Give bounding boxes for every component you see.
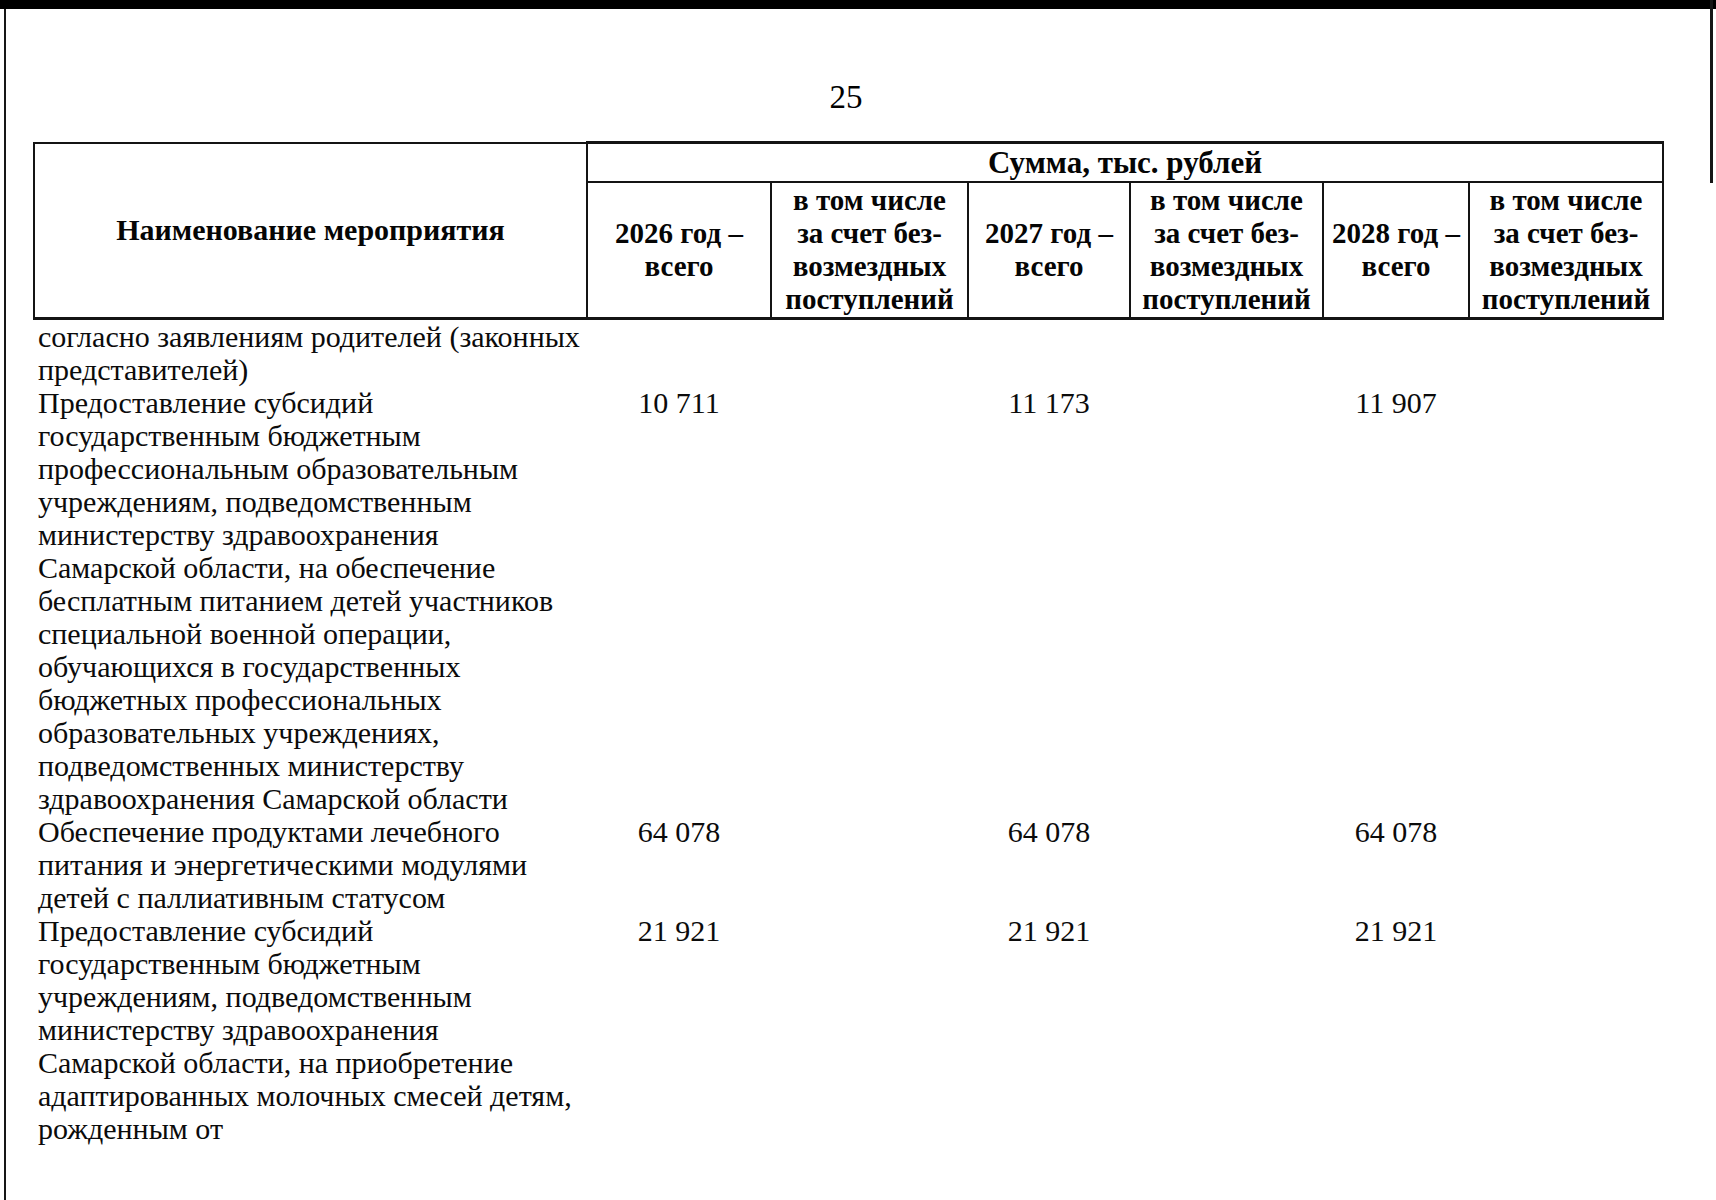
value-2026-gratuitous [771,815,968,914]
column-header-2028-gratuitous: в том числе за счет без- возмездных пост… [1469,182,1663,319]
activity-name-cell: Предоставление субсидий государственным … [34,914,587,1145]
value-2026-gratuitous [771,914,968,1145]
column-header-2028-total: 2028 год – всего [1323,182,1469,319]
scan-artifact-right-edge-line [1710,0,1713,183]
value-2027-gratuitous [1130,319,1323,387]
value-2026-total [587,319,771,387]
value-2028-gratuitous [1469,319,1663,387]
table-header-row-group: Наименование мероприятия Сумма, тыс. руб… [34,143,1663,183]
value-2027-gratuitous [1130,914,1323,1145]
scanned-document-page: 25 Наименование мероприятия Сумма, тыс. … [0,0,1716,1200]
value-2026-gratuitous [771,386,968,815]
table-row-subsidies-meals: Предоставление субсидий государственным … [34,386,1663,815]
column-header-activity-name: Наименование мероприятия [34,143,587,319]
value-2028-total [1323,319,1469,387]
value-2028-gratuitous [1469,914,1663,1145]
value-2027-gratuitous [1130,815,1323,914]
value-2028-total: 21 921 [1323,914,1469,1145]
scan-artifact-top-bar [0,0,1716,9]
table-body: согласно заявлениям родителей (законных … [34,319,1663,1146]
column-header-2026-total: 2026 год – всего [587,182,771,319]
table-header: Наименование мероприятия Сумма, тыс. руб… [34,143,1663,319]
activity-name-cell: Предоставление субсидий государственным … [34,386,587,815]
value-2026-total: 64 078 [587,815,771,914]
column-header-2027-gratuitous: в том числе за счет без- возмездных пост… [1130,182,1323,319]
table-row-milk-formula-subsidies: Предоставление субсидий государственным … [34,914,1663,1145]
page-number: 25 [796,80,896,114]
value-2027-total: 21 921 [968,914,1130,1145]
budget-table: Наименование мероприятия Сумма, тыс. руб… [33,141,1664,1145]
column-group-header-sum: Сумма, тыс. рублей [587,143,1663,183]
activity-name-cell: Обеспечение продуктами лечебного питания… [34,815,587,914]
value-2028-gratuitous [1469,815,1663,914]
column-header-2027-total: 2027 год – всего [968,182,1130,319]
value-2027-total: 64 078 [968,815,1130,914]
column-header-2026-gratuitous: в том числе за счет без- возмездных пост… [771,182,968,319]
value-2027-total: 11 173 [968,386,1130,815]
activity-name-cell: согласно заявлениям родителей (законных … [34,319,587,387]
value-2026-total: 21 921 [587,914,771,1145]
value-2026-total: 10 711 [587,386,771,815]
table-row-therapeutic-nutrition: Обеспечение продуктами лечебного питания… [34,815,1663,914]
value-2028-gratuitous [1469,386,1663,815]
value-2027-total [968,319,1130,387]
value-2028-total: 11 907 [1323,386,1469,815]
scan-artifact-left-edge-line [4,9,6,1200]
table-row-continuation: согласно заявлениям родителей (законных … [34,319,1663,387]
value-2026-gratuitous [771,319,968,387]
value-2028-total: 64 078 [1323,815,1469,914]
value-2027-gratuitous [1130,386,1323,815]
